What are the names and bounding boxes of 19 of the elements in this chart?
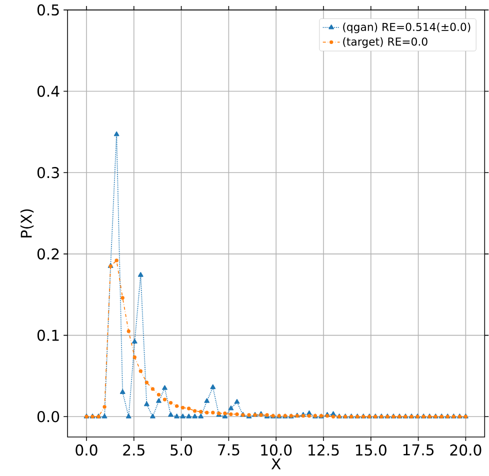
x-tick-label: 2.5 xyxy=(123,444,144,456)
y-tick-label: 0.4 xyxy=(37,86,60,98)
x-tick-label: 10.0 xyxy=(261,444,292,456)
legend-label: (target) RE=0.0 xyxy=(343,37,428,48)
x-tick-label: 15.0 xyxy=(356,444,386,456)
x-tick-label: 17.5 xyxy=(403,444,434,456)
x-tick-label: 0.0 xyxy=(76,444,98,456)
y-tick-label: 0.1 xyxy=(37,330,59,342)
x-tick-label: 7.5 xyxy=(218,444,240,456)
y-tick-label: 0.2 xyxy=(37,248,59,260)
x-tick-label: 20.0 xyxy=(450,444,482,456)
x-tick-label: 5.0 xyxy=(170,444,192,456)
y-tick-label: 0.0 xyxy=(37,411,60,422)
y-tick-label: 0.3 xyxy=(37,167,59,178)
y-axis-title: P(X) xyxy=(20,210,34,238)
x-tick-label: 12.5 xyxy=(308,444,339,456)
legend-label: (qgan) RE=0.514(±0.0) xyxy=(343,22,470,34)
x-axis-title: X xyxy=(271,458,281,470)
y-tick-label: 0.5 xyxy=(37,4,59,16)
